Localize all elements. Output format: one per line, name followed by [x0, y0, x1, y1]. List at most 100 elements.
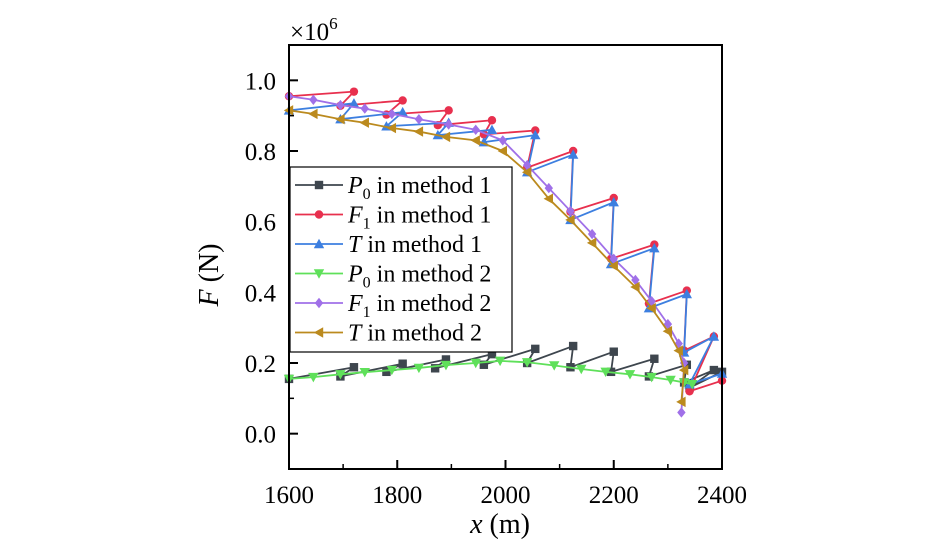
- data-point: [568, 341, 578, 351]
- data-point: [440, 131, 451, 143]
- y-multiplier-exp: 6: [329, 14, 338, 33]
- legend-item: P0 in method 1: [295, 173, 491, 203]
- x-axis-title: x (m): [469, 509, 530, 540]
- y-tick-label: 1.0: [245, 68, 276, 95]
- legend-subscript: 0: [363, 186, 371, 203]
- legend-marker: [314, 210, 324, 219]
- data-point: [624, 370, 636, 380]
- data-point: [470, 135, 480, 146]
- data-point: [567, 149, 579, 159]
- y-tick-label: 0.6: [245, 210, 276, 237]
- series-layer: [283, 87, 728, 418]
- series-line: [288, 95, 686, 413]
- data-point: [521, 167, 532, 178]
- data-point: [708, 331, 720, 341]
- y-tick-label: 0.2: [245, 351, 276, 378]
- legend-var: P: [347, 262, 363, 288]
- data-point: [678, 378, 690, 388]
- data-point: [335, 114, 345, 125]
- data-point: [430, 364, 440, 373]
- data-point: [544, 182, 553, 194]
- legend-var: P: [347, 173, 363, 199]
- data-point: [386, 365, 398, 376]
- legend-var: T: [348, 321, 363, 347]
- x-axis-unit: (m): [483, 509, 530, 540]
- data-point: [549, 361, 560, 371]
- data-point: [531, 344, 540, 354]
- legend-item: P0 in method 2: [295, 262, 491, 292]
- data-point: [522, 159, 532, 171]
- data-point: [444, 106, 453, 115]
- data-point: [387, 108, 397, 120]
- legend-item: T in method 2: [295, 321, 482, 347]
- data-point: [487, 116, 497, 125]
- data-point: [414, 114, 424, 125]
- data-point: [673, 345, 683, 356]
- legend-marker: [314, 180, 324, 190]
- data-point: [441, 355, 451, 364]
- data-point: [679, 357, 689, 369]
- legend-label: F1 in method 1: [347, 203, 491, 233]
- data-point: [676, 396, 686, 408]
- data-point: [308, 108, 318, 120]
- data-point: [685, 387, 694, 396]
- data-point: [609, 253, 618, 264]
- legend-label: P0 in method 1: [347, 173, 491, 203]
- series-6: [283, 105, 689, 408]
- data-point: [630, 281, 640, 293]
- legend-label: P0 in method 2: [347, 262, 491, 292]
- series-line: [288, 109, 686, 402]
- data-point: [600, 367, 611, 378]
- data-point: [586, 237, 597, 249]
- data-point: [382, 367, 391, 377]
- x-axis-var: x: [469, 509, 483, 540]
- legend-marker: [314, 297, 324, 309]
- legend-rest: in method 2: [361, 321, 482, 347]
- data-point: [398, 96, 407, 105]
- y-multiplier: ×106: [290, 14, 338, 46]
- data-point: [359, 367, 370, 378]
- data-point: [662, 326, 673, 337]
- legend-subscript: 1: [363, 216, 371, 233]
- data-point: [498, 135, 507, 146]
- x-tick-label: 2200: [589, 482, 639, 509]
- data-point: [487, 349, 497, 359]
- legend-item: F1 in method 2: [295, 291, 491, 321]
- data-point: [678, 364, 689, 376]
- legend-rest: in method 2: [371, 262, 492, 288]
- legend-box: [289, 166, 513, 353]
- data-point: [470, 358, 481, 369]
- y-tick-label: 0.0: [245, 422, 276, 449]
- data-point: [587, 228, 597, 240]
- data-point: [677, 407, 686, 418]
- legend-subscript: 0: [363, 275, 371, 292]
- data-point: [335, 370, 346, 380]
- series-4: [283, 356, 698, 390]
- series-line: [288, 359, 693, 386]
- legend-label: T in method 2: [348, 321, 482, 347]
- data-point: [566, 205, 575, 217]
- data-point: [646, 303, 656, 314]
- x-tick-label: 2000: [481, 482, 531, 509]
- data-point: [360, 103, 369, 114]
- legend-rest: in method 2: [371, 291, 492, 317]
- legend-var: F: [347, 203, 363, 229]
- data-point: [309, 94, 318, 105]
- data-point: [398, 359, 407, 368]
- data-point: [631, 274, 640, 286]
- legend: P0 in method 1F1 in method 1 T in method …: [289, 166, 513, 353]
- data-point: [687, 380, 698, 390]
- data-point: [349, 363, 359, 372]
- data-point: [308, 372, 319, 383]
- legend-marker: [313, 269, 325, 279]
- data-point: [543, 193, 553, 204]
- data-point: [565, 214, 575, 226]
- data-point: [576, 364, 587, 375]
- data-point: [530, 129, 541, 140]
- data-point: [336, 99, 345, 111]
- data-point: [494, 356, 506, 367]
- data-point: [609, 347, 618, 356]
- data-point: [497, 145, 507, 157]
- data-point: [709, 365, 719, 375]
